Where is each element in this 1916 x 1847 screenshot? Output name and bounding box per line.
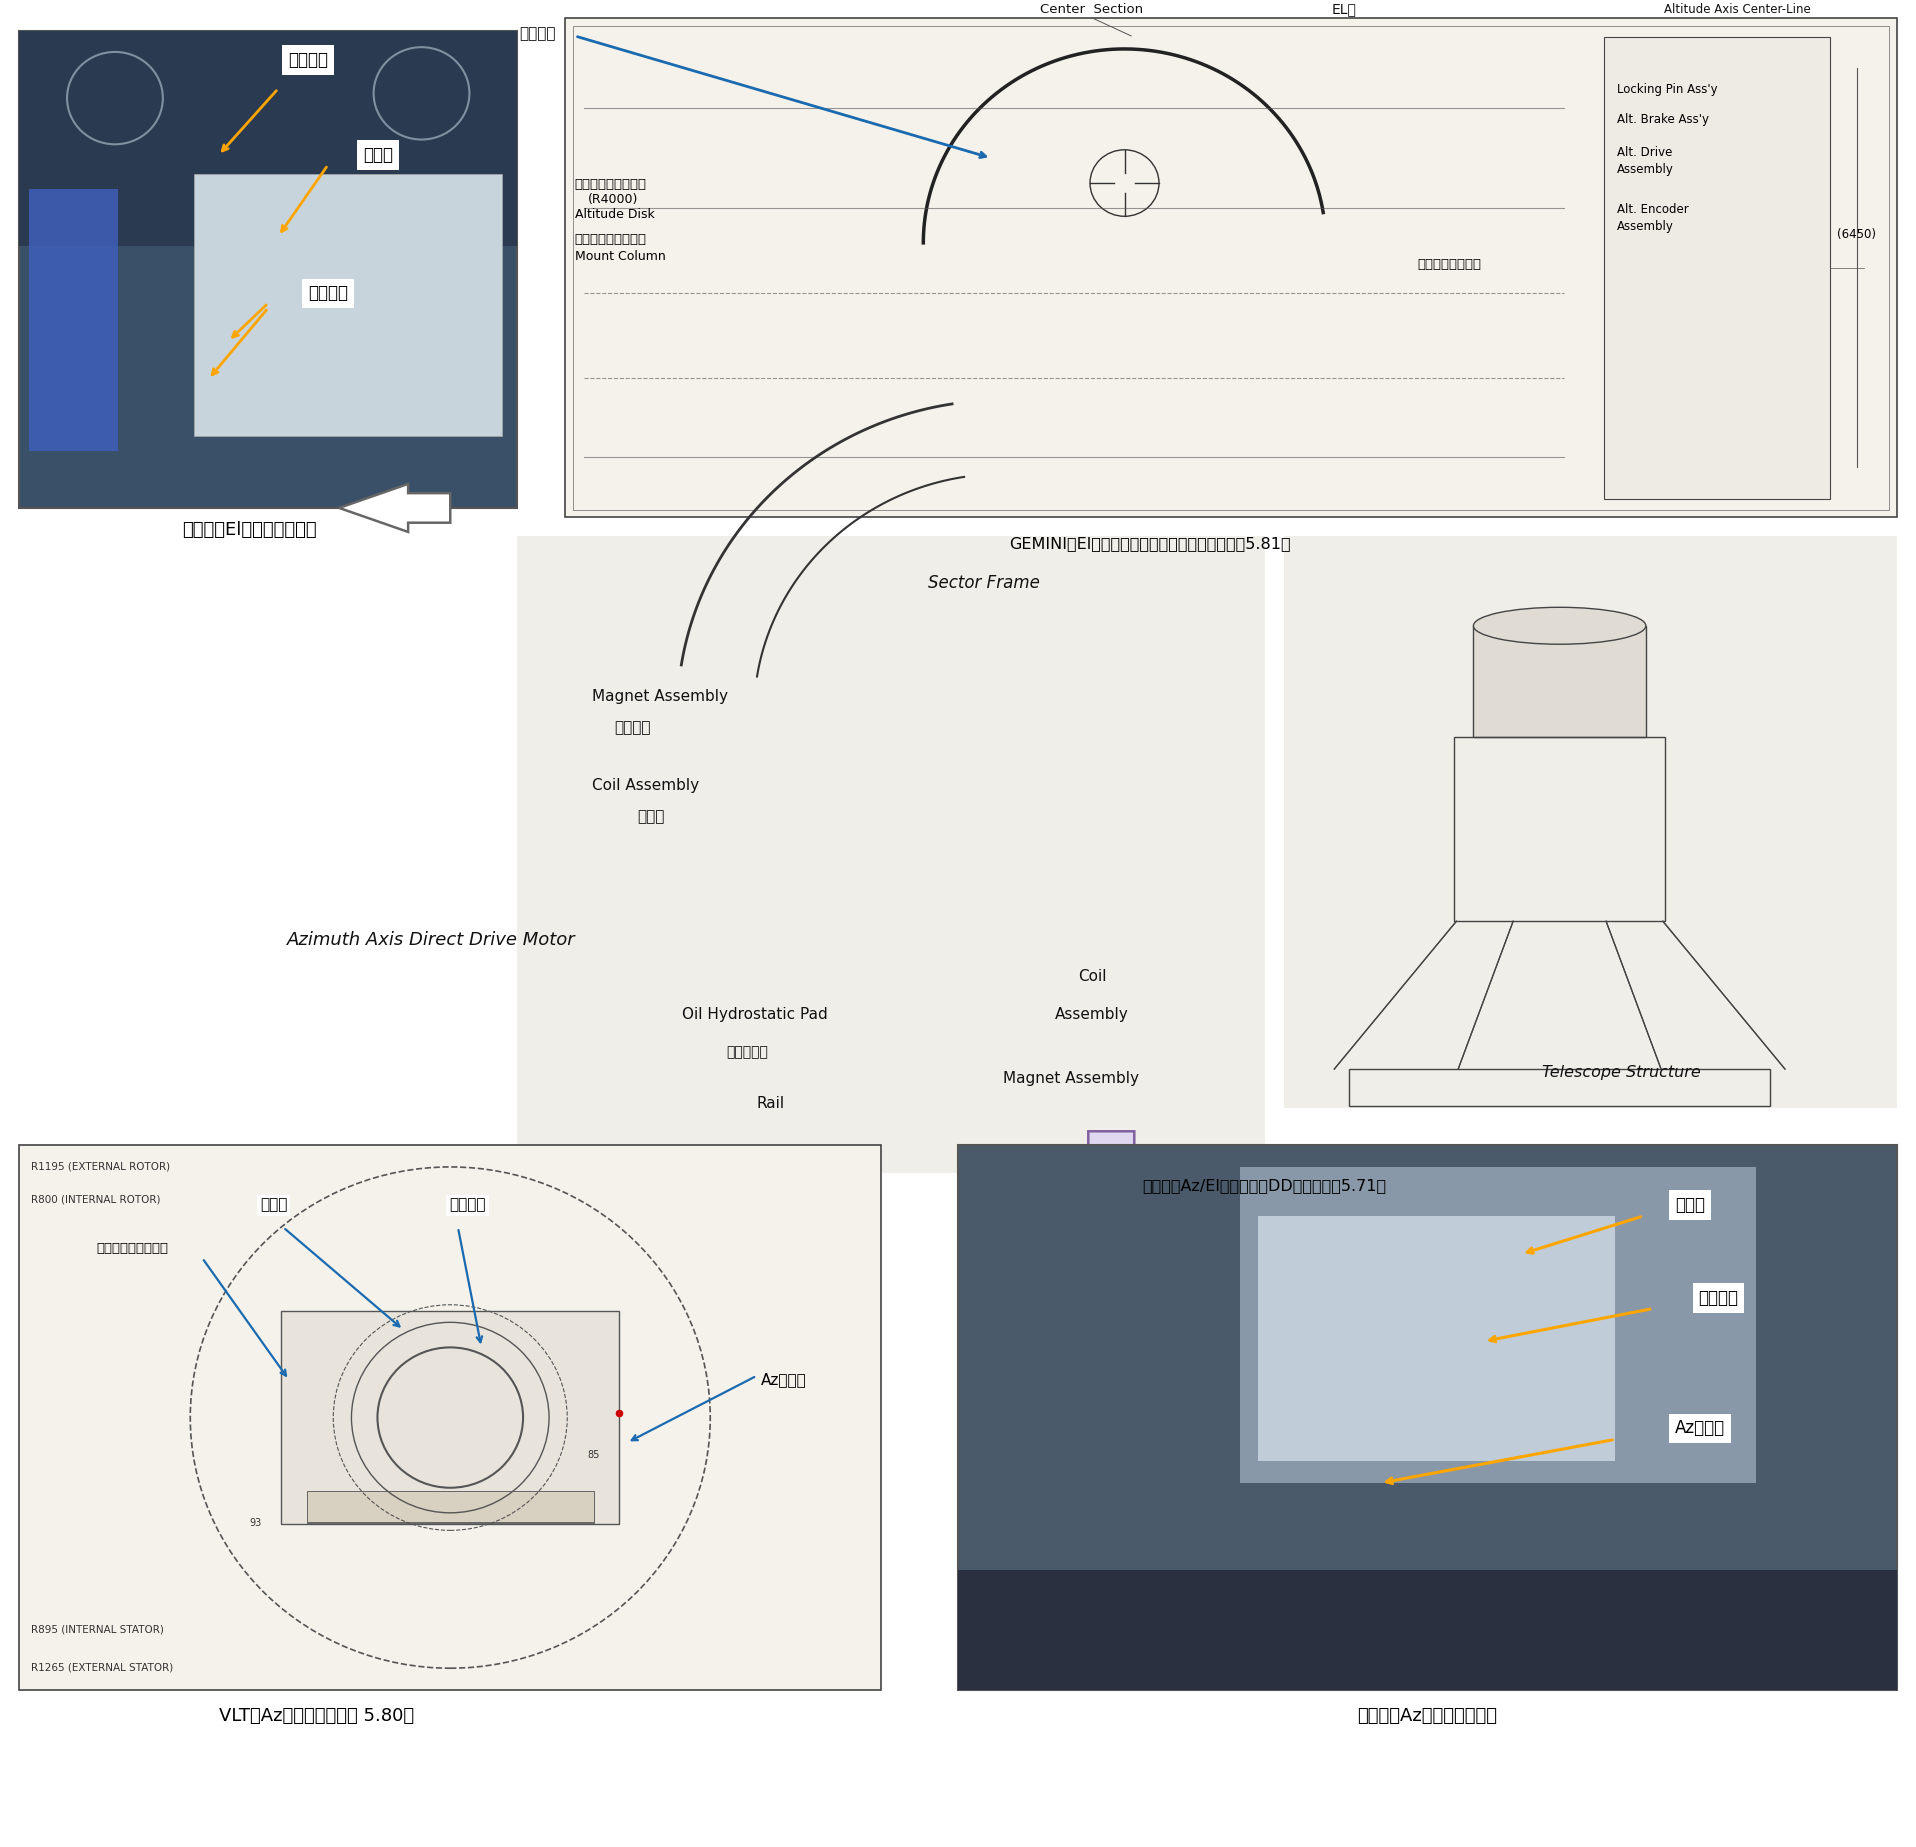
Text: Center  Section: Center Section [1040, 4, 1142, 17]
Bar [307, 1491, 594, 1522]
Text: VLTのAz用リニアモータ 5.80）: VLTのAz用リニアモータ 5.80） [218, 1707, 414, 1725]
Bar [1240, 1167, 1755, 1483]
Text: Coil Assembly: Coil Assembly [592, 778, 699, 792]
Text: Azレール: Azレール [1675, 1420, 1724, 1437]
Text: 油静圧軸受: 油静圧軸受 [726, 1045, 768, 1060]
Text: 93: 93 [249, 1518, 261, 1527]
Text: Magnet Assembly: Magnet Assembly [1004, 1071, 1138, 1086]
Text: Assembly: Assembly [1617, 220, 1675, 233]
Text: テープ式エンコーダ: テープ式エンコーダ [575, 177, 648, 190]
Text: すばるのAz/El駆動機構（DDドライブ）5.71）: すばるのAz/El駆動機構（DDドライブ）5.71） [1142, 1178, 1387, 1193]
Text: 永久磁石: 永久磁石 [448, 1197, 487, 1213]
Text: Altitude Disk: Altitude Disk [575, 209, 655, 222]
Text: Alt. Encoder: Alt. Encoder [1617, 203, 1688, 216]
Text: エンコーダ読取部: エンコーダ読取部 [1418, 259, 1481, 272]
Text: Magnet Assembly: Magnet Assembly [592, 689, 728, 704]
Text: セクター: セクター [519, 26, 556, 41]
Bar [282, 1311, 619, 1524]
Text: R895 (INTERNAL STATOR): R895 (INTERNAL STATOR) [31, 1625, 163, 1635]
Text: EL軸: EL軸 [1332, 2, 1357, 17]
Text: Rail: Rail [757, 1097, 784, 1112]
Bar [565, 18, 1897, 517]
Bar [29, 188, 119, 451]
Text: Coil: Coil [1077, 970, 1106, 984]
Text: セクター: セクター [287, 52, 328, 68]
Text: フリクションローラ: フリクションローラ [575, 233, 648, 246]
Text: (R4000): (R4000) [588, 194, 638, 207]
Text: Mount Column: Mount Column [575, 251, 665, 264]
Bar [19, 31, 517, 246]
Text: 永久磁石: 永久磁石 [615, 720, 651, 735]
Text: Azレール: Azレール [761, 1372, 807, 1387]
Bar [307, 1498, 594, 1522]
Text: R800 (INTERNAL ROTOR): R800 (INTERNAL ROTOR) [31, 1195, 161, 1204]
Text: すばるのAz用リニアモータ: すばるのAz用リニアモータ [1357, 1707, 1498, 1725]
Text: R1195 (EXTERNAL ROTOR): R1195 (EXTERNAL ROTOR) [31, 1162, 171, 1171]
Text: 永久磁石: 永久磁石 [308, 284, 349, 303]
Text: Locking Pin Ass'y: Locking Pin Ass'y [1617, 83, 1719, 96]
Bar [958, 1570, 1897, 1690]
Bar [1473, 626, 1646, 737]
Text: Sector Frame: Sector Frame [929, 574, 1040, 591]
Bar [1604, 37, 1830, 499]
Text: コイル: コイル [261, 1197, 287, 1213]
Text: Oil Hydrostatic Pad: Oil Hydrostatic Pad [682, 1007, 828, 1021]
Text: コイル: コイル [1675, 1197, 1705, 1213]
Bar [1259, 1215, 1615, 1461]
Bar [1454, 737, 1665, 922]
Text: Azimuth Axis Direct Drive Motor: Azimuth Axis Direct Drive Motor [287, 931, 577, 949]
Text: すばるのEl用リニアモータ: すばるのEl用リニアモータ [182, 521, 316, 539]
Bar [19, 1145, 881, 1690]
Text: Telescope Structure: Telescope Structure [1542, 1064, 1699, 1079]
Polygon shape [339, 484, 450, 532]
Polygon shape [1069, 1130, 1153, 1210]
Bar [1284, 536, 1897, 1108]
Text: コイル: コイル [362, 146, 393, 164]
Text: Alt. Brake Ass'y: Alt. Brake Ass'y [1617, 113, 1709, 126]
Bar [573, 26, 1889, 510]
Bar [1349, 1069, 1770, 1106]
Text: Alt. Drive: Alt. Drive [1617, 146, 1673, 159]
Text: Assembly: Assembly [1617, 163, 1675, 175]
Text: Assembly: Assembly [1056, 1007, 1129, 1021]
Text: コイル: コイル [636, 809, 665, 824]
Text: R1265 (EXTERNAL STATOR): R1265 (EXTERNAL STATOR) [31, 1662, 172, 1673]
Bar [194, 174, 502, 436]
Text: 架台への締結ボルト: 架台への締結ボルト [96, 1243, 169, 1256]
Ellipse shape [1473, 608, 1646, 645]
Bar [517, 536, 1265, 1173]
Bar [19, 31, 517, 508]
Text: Altitude Axis Center-Line: Altitude Axis Center-Line [1663, 4, 1811, 17]
Text: 85: 85 [586, 1450, 600, 1461]
Bar [307, 1492, 594, 1522]
Text: GEMINIのEl駆動機構（フリクションドライブ）5.81）: GEMINIのEl駆動機構（フリクションドライブ）5.81） [1010, 536, 1289, 550]
Text: (6450): (6450) [1837, 227, 1876, 240]
Bar [958, 1145, 1897, 1690]
Text: 永久磁石: 永久磁石 [1698, 1289, 1738, 1306]
